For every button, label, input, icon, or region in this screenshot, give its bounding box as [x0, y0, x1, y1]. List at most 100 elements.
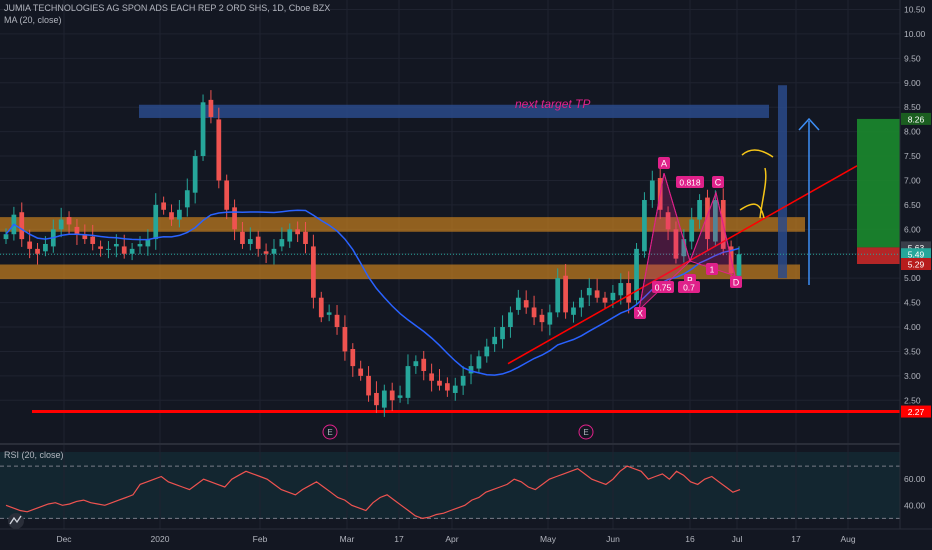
candle-body	[389, 390, 395, 401]
candle-body	[705, 197, 710, 240]
price-badge-bg	[901, 112, 931, 125]
yellow-arrow-path	[739, 167, 767, 219]
y-tick-label: 4.50	[904, 298, 921, 308]
candle-body	[208, 99, 214, 117]
candle-body	[129, 248, 135, 254]
y-tick-label: 5.00	[904, 273, 921, 283]
candle-body	[106, 248, 111, 250]
price-zones	[0, 85, 900, 414]
long-position-stop	[857, 247, 900, 265]
candle-body	[697, 200, 702, 220]
rsi-layer	[0, 465, 900, 520]
ratio-label: 0.818	[679, 178, 701, 188]
price-badge-bg	[901, 258, 931, 271]
rsi-tick-label: 60.00	[904, 474, 926, 484]
support-zone	[0, 264, 800, 280]
moving-average-layer	[5, 209, 740, 376]
yellow-arrow-head	[741, 149, 774, 158]
y-tick-label: 3.50	[904, 346, 921, 356]
candle-body	[19, 212, 25, 240]
y-tick-label: 4.00	[904, 322, 921, 332]
candle-body	[492, 336, 498, 345]
candle-body	[421, 358, 427, 371]
candle-body	[634, 248, 639, 301]
candle-body	[350, 349, 356, 367]
pattern-label: A	[661, 159, 667, 169]
candle-body	[247, 239, 253, 244]
candle-body	[736, 254, 742, 276]
rsi-line	[5, 465, 741, 520]
y-tick-label: 10.00	[904, 29, 926, 39]
candle-body	[240, 231, 245, 244]
rsi-tick-label: 40.00	[904, 500, 926, 510]
ratio-label: 1	[710, 265, 715, 275]
candle-body	[665, 212, 671, 230]
candle-body	[177, 209, 182, 220]
candle-body	[169, 212, 174, 220]
pattern-label-bg	[712, 176, 724, 188]
candle-body	[66, 217, 72, 225]
price-badge: 8.26	[908, 114, 925, 124]
y-tick-label: 8.00	[904, 127, 921, 137]
candle-body	[429, 373, 434, 381]
ratio-label-bg	[678, 281, 700, 293]
x-tick-label: Jun	[606, 534, 620, 544]
y-tick-label: 7.50	[904, 151, 921, 161]
chart-title: JUMIA TECHNOLOGIES AG SPON ADS EACH REP …	[4, 3, 331, 13]
candle-body	[232, 207, 237, 230]
candle-body	[58, 219, 64, 230]
candle-body	[484, 346, 490, 357]
candle-body	[445, 383, 450, 391]
pattern-label: B	[687, 276, 693, 286]
candle-body	[121, 246, 127, 254]
candle-body	[618, 283, 624, 296]
candle-body	[287, 229, 293, 242]
x-tick-label: 17	[394, 534, 404, 544]
price-badge: 5.49	[908, 250, 925, 260]
candle-body	[311, 246, 316, 298]
candle-body	[468, 366, 474, 374]
candle-body	[437, 380, 442, 386]
x-tick-label: Dec	[56, 534, 72, 544]
event-marker-label: E	[583, 428, 588, 437]
price-badge-bg	[901, 248, 931, 261]
tradingview-logo-mark	[9, 515, 22, 525]
candle-body	[515, 297, 521, 310]
candle-body	[145, 239, 151, 247]
target-text: next target TP	[515, 97, 590, 111]
candle-body	[137, 243, 143, 247]
candle-body	[586, 287, 592, 296]
x-tick-label: May	[540, 534, 557, 544]
long-position-profit	[857, 118, 900, 248]
candle-body	[326, 312, 332, 315]
candle-body	[452, 385, 458, 393]
candle-body	[602, 297, 608, 303]
ratio-label-bg	[652, 281, 674, 293]
y-tick-label: 3.00	[904, 371, 921, 381]
candle-body	[594, 290, 600, 298]
candle-body	[563, 275, 568, 313]
candle-body	[642, 200, 647, 252]
candle-body	[263, 251, 269, 254]
candle-body	[279, 239, 285, 247]
candle-body	[381, 390, 387, 408]
candle-body	[192, 156, 198, 193]
candle-body	[318, 297, 324, 318]
candle-body	[508, 312, 513, 328]
candle-body	[523, 300, 529, 308]
pattern-label: C	[715, 178, 722, 188]
candle-body	[161, 202, 166, 210]
candle-body	[579, 297, 584, 308]
candle-body	[374, 392, 379, 406]
y-tick-label: 10.50	[904, 5, 926, 15]
candle-body	[98, 246, 103, 249]
ratio-label-bg	[676, 176, 704, 188]
candle-body	[405, 366, 411, 398]
ratio-label: 0.7	[683, 283, 695, 293]
candle-body	[681, 239, 687, 257]
resistance-zone	[0, 217, 805, 232]
price-badge-bg	[901, 405, 931, 418]
candle-body	[113, 243, 119, 247]
ma-line	[5, 209, 740, 376]
